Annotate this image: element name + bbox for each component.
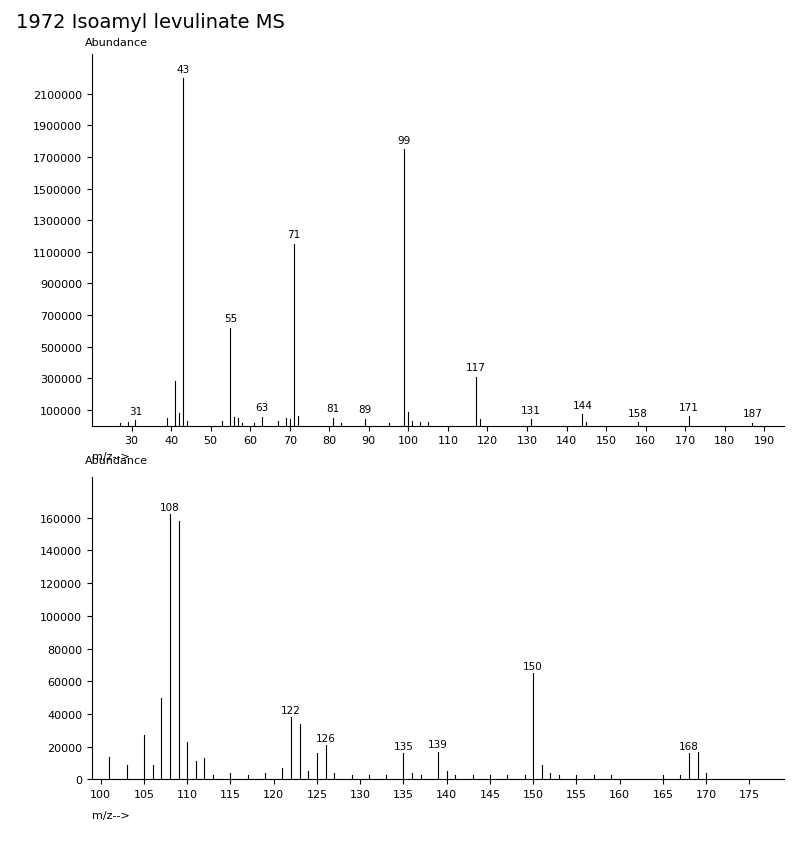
Text: 126: 126 <box>316 733 335 743</box>
Text: 144: 144 <box>572 400 592 410</box>
Text: Abundance: Abundance <box>85 38 148 48</box>
Text: 117: 117 <box>466 363 486 372</box>
Text: 1972 Isoamyl levulinate MS: 1972 Isoamyl levulinate MS <box>16 13 285 32</box>
Text: 99: 99 <box>398 135 411 146</box>
Text: 108: 108 <box>160 503 180 512</box>
Text: 55: 55 <box>224 314 237 324</box>
Text: 171: 171 <box>679 402 699 412</box>
Text: 122: 122 <box>281 705 301 715</box>
Text: 150: 150 <box>523 661 543 671</box>
Text: 31: 31 <box>129 406 142 417</box>
Text: Abundance: Abundance <box>85 455 148 465</box>
Text: 81: 81 <box>326 404 340 414</box>
Text: 135: 135 <box>394 741 414 751</box>
Text: m/z-->: m/z--> <box>92 809 130 820</box>
Text: 168: 168 <box>679 741 698 751</box>
Text: m/z-->: m/z--> <box>92 452 130 462</box>
Text: 89: 89 <box>358 405 371 415</box>
Text: 43: 43 <box>176 65 190 75</box>
Text: 158: 158 <box>628 408 648 418</box>
Text: 63: 63 <box>255 403 269 413</box>
Text: 139: 139 <box>428 740 448 750</box>
Text: 131: 131 <box>521 406 541 416</box>
Text: 187: 187 <box>742 409 762 418</box>
Text: 71: 71 <box>287 230 300 240</box>
